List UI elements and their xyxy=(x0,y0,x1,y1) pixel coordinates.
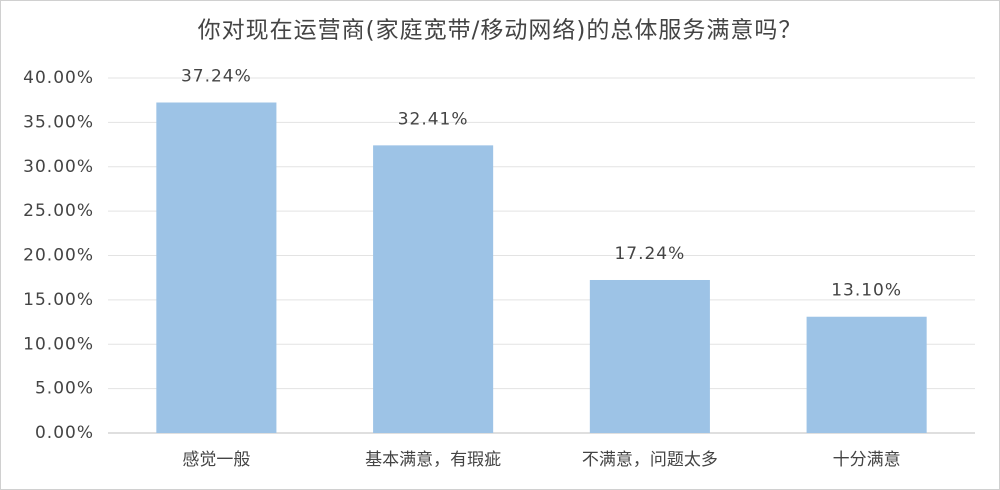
bar xyxy=(373,145,494,433)
y-tick-label: 40.00% xyxy=(23,68,94,88)
y-tick-label: 0.00% xyxy=(35,423,94,443)
value-label: 32.41% xyxy=(398,109,469,129)
value-label: 37.24% xyxy=(181,66,252,86)
chart-title: 你对现在运营商(家庭宽带/移动网络)的总体服务满意吗？ xyxy=(198,18,803,44)
y-tick-label: 5.00% xyxy=(35,379,94,399)
x-tick-label: 基本满意，有瑕疵 xyxy=(365,450,501,470)
x-tick-label: 十分满意 xyxy=(833,450,901,470)
y-tick-label: 10.00% xyxy=(23,334,94,354)
bar xyxy=(806,316,927,433)
value-label: 13.10% xyxy=(831,281,902,301)
y-tick-label: 35.00% xyxy=(23,112,94,132)
value-label: 17.24% xyxy=(614,244,685,264)
y-tick-label: 30.00% xyxy=(23,157,94,177)
y-tick-label: 25.00% xyxy=(23,201,94,221)
y-tick-label: 15.00% xyxy=(23,290,94,310)
bar xyxy=(589,279,710,433)
x-tick-label: 不满意，问题太多 xyxy=(582,450,718,470)
bar xyxy=(156,102,277,434)
y-tick-label: 20.00% xyxy=(23,246,94,266)
x-tick-label: 感觉一般 xyxy=(182,450,250,470)
